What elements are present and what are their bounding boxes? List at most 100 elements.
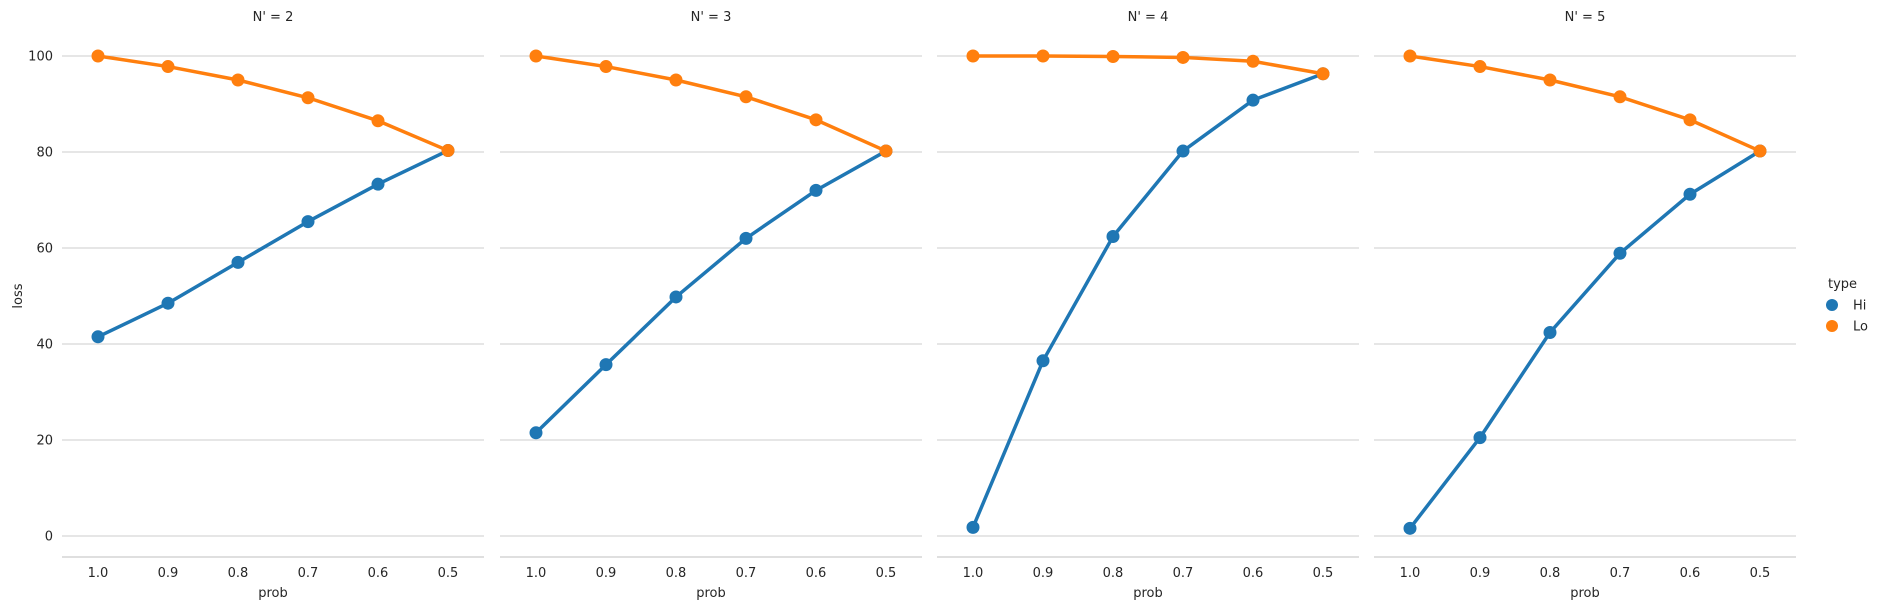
- data-point-hi: [1106, 229, 1120, 243]
- data-point-hi: [161, 296, 175, 310]
- series-line-hi: [534, 149, 888, 435]
- legend-entries: Hi Lo: [1826, 299, 1868, 335]
- series-line-lo: [971, 54, 1325, 76]
- x-tick-label: 0.5: [1313, 566, 1334, 581]
- x-tick-label: 1.0: [963, 566, 984, 581]
- facet-panels: N' = 2 1.0 0.9 0.8 0.7 0.6 0.5 prob N' = 3 1.0 0.9…: [11, 10, 1796, 601]
- data-point-lo: [1403, 49, 1417, 63]
- data-point-hi: [91, 330, 105, 344]
- x-tick-label: 1.0: [1400, 566, 1421, 581]
- data-point-hi: [809, 183, 823, 197]
- data-point-hi: [1246, 93, 1260, 107]
- data-point-lo: [1316, 67, 1330, 81]
- x-tick-label: 0.6: [1243, 566, 1264, 581]
- x-tick-label: 0.9: [1470, 566, 1491, 581]
- data-point-hi: [1543, 325, 1557, 339]
- y-tick-label: 20: [36, 434, 53, 449]
- series-line-lo: [534, 54, 888, 153]
- data-point-lo: [1036, 49, 1050, 63]
- data-point-lo: [529, 49, 543, 63]
- data-point-lo: [599, 60, 613, 74]
- data-point-hi: [529, 426, 543, 440]
- x-tick-label: 0.7: [1173, 566, 1194, 581]
- series-line-lo: [1408, 54, 1762, 153]
- data-point-lo: [1613, 90, 1627, 104]
- data-point-hi: [1613, 246, 1627, 260]
- data-point-lo: [161, 60, 175, 74]
- data-point-hi: [301, 215, 315, 229]
- x-tick-label: 0.7: [1610, 566, 1631, 581]
- data-point-lo: [1753, 144, 1767, 158]
- data-point-hi: [371, 177, 385, 191]
- series-line-lo: [96, 54, 450, 153]
- data-point-hi: [1403, 521, 1417, 535]
- x-tick-label: 0.5: [876, 566, 897, 581]
- data-point-hi: [1473, 431, 1487, 445]
- series-line-hi: [971, 72, 1325, 530]
- data-point-lo: [301, 91, 315, 105]
- legend-label-hi: Hi: [1853, 299, 1866, 314]
- x-tick-label: 0.6: [1680, 566, 1701, 581]
- data-point-hi: [966, 520, 980, 534]
- facet-panel-3: N' = 4 1.0 0.9 0.8 0.7 0.6 0.5 prob: [937, 10, 1359, 601]
- data-point-lo: [1473, 60, 1487, 74]
- data-point-hi: [1683, 187, 1697, 201]
- legend-marker-lo: [1826, 320, 1838, 332]
- data-point-hi: [231, 255, 245, 269]
- facet-panel-1: N' = 2 1.0 0.9 0.8 0.7 0.6 0.5 prob: [62, 10, 484, 601]
- data-point-lo: [1683, 113, 1697, 127]
- x-tick-label: 0.9: [158, 566, 179, 581]
- x-axis-label: prob: [258, 586, 288, 601]
- x-tick-label: 0.9: [596, 566, 617, 581]
- data-point-lo: [371, 114, 385, 128]
- data-point-lo: [879, 144, 893, 158]
- data-point-lo: [1543, 73, 1557, 87]
- facet-panel-4: N' = 5 1.0 0.9 0.8 0.7 0.6 0.5 prob: [1374, 10, 1796, 601]
- x-tick-label: 0.9: [1033, 566, 1054, 581]
- series-line-hi: [96, 148, 450, 339]
- data-point-hi: [669, 290, 683, 304]
- legend-label-lo: Lo: [1853, 320, 1868, 335]
- x-tick-label: 0.7: [736, 566, 757, 581]
- x-tick-label: 0.7: [298, 566, 319, 581]
- y-tick-label: 0: [45, 530, 53, 545]
- data-point-lo: [441, 144, 455, 158]
- y-tick-label: 80: [36, 146, 53, 161]
- facet-panel-2: N' = 3 1.0 0.9 0.8 0.7 0.6 0.5 prob: [500, 10, 922, 601]
- x-tick-label: 0.8: [666, 566, 687, 581]
- data-point-lo: [809, 113, 823, 127]
- data-point-hi: [1176, 144, 1190, 158]
- data-point-lo: [1246, 54, 1260, 68]
- x-tick-label: 0.8: [1540, 566, 1561, 581]
- x-tick-label: 0.8: [228, 566, 249, 581]
- data-point-hi: [1036, 354, 1050, 368]
- x-axis-label: prob: [1133, 586, 1163, 601]
- legend: type Hi Lo: [1826, 277, 1868, 335]
- legend-marker-hi: [1826, 299, 1838, 311]
- data-point-lo: [91, 49, 105, 63]
- legend-title: type: [1828, 277, 1857, 292]
- data-point-hi: [739, 231, 753, 245]
- x-tick-label: 0.6: [368, 566, 389, 581]
- panel-title: N' = 5: [1565, 10, 1606, 25]
- x-tick-label: 0.8: [1103, 566, 1124, 581]
- x-axis-label: prob: [696, 586, 726, 601]
- x-tick-label: 0.6: [806, 566, 827, 581]
- y-axis-label: loss: [11, 283, 26, 308]
- panel-title: N' = 4: [1128, 10, 1169, 25]
- x-tick-label: 0.5: [438, 566, 459, 581]
- data-point-lo: [231, 73, 245, 87]
- x-tick-label: 0.5: [1750, 566, 1771, 581]
- data-point-hi: [599, 358, 613, 372]
- y-tick-label: 60: [36, 242, 53, 257]
- data-point-lo: [966, 49, 980, 63]
- data-point-lo: [739, 90, 753, 104]
- data-point-lo: [1106, 49, 1120, 63]
- series-line-hi: [1408, 149, 1762, 531]
- x-tick-label: 1.0: [526, 566, 547, 581]
- panel-title: N' = 2: [253, 10, 294, 25]
- x-axis-label: prob: [1570, 586, 1600, 601]
- data-point-lo: [669, 73, 683, 87]
- x-tick-label: 1.0: [88, 566, 109, 581]
